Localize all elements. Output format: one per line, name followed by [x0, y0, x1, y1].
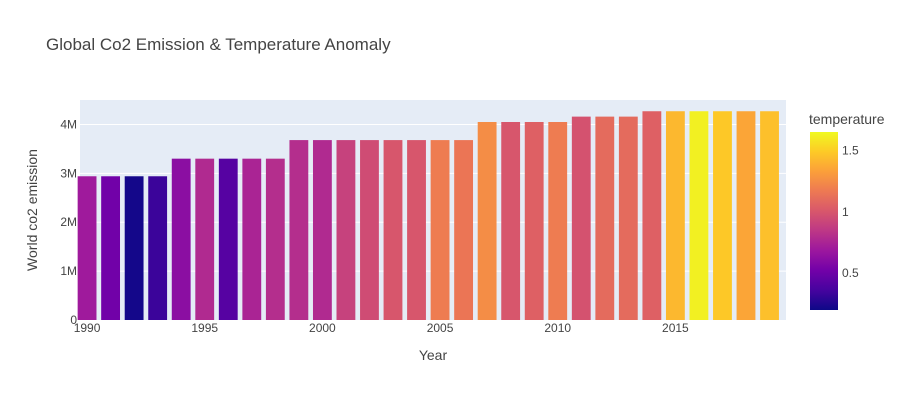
- bar-1990: [77, 176, 97, 320]
- bar-2015: [665, 111, 685, 321]
- bar-1995: [195, 158, 215, 320]
- bar-1999: [289, 140, 309, 320]
- bar-2017: [713, 111, 732, 321]
- bar-2014: [642, 111, 662, 321]
- bar-2012: [595, 116, 615, 321]
- bar-1992: [124, 176, 144, 320]
- bar-2010: [548, 122, 568, 320]
- colorbar-tick-label: 1.5: [842, 143, 859, 157]
- bar-1996: [218, 158, 238, 320]
- bar-2000: [312, 140, 332, 320]
- y-tick-label: 2M: [60, 215, 77, 229]
- bar-1991: [101, 176, 121, 320]
- colorbar-ticks: 0.5 1 1.5: [842, 143, 859, 280]
- bars: [77, 111, 779, 321]
- y-tick-label: 4M: [60, 117, 77, 131]
- bar-2018: [736, 111, 756, 321]
- bar-2001: [336, 140, 356, 320]
- x-tick-label: 2005: [427, 321, 454, 335]
- bar-1997: [242, 158, 262, 320]
- bar-2007: [477, 122, 497, 320]
- colorbar: [810, 132, 838, 310]
- x-tick-label: 1990: [74, 321, 101, 335]
- bar-2019: [760, 111, 779, 321]
- bar-2013: [618, 116, 638, 321]
- chart-title: Global Co2 Emission & Temperature Anomal…: [46, 35, 391, 54]
- x-axis-title: Year: [419, 347, 448, 363]
- bar-2004: [407, 140, 426, 320]
- bar-2005: [430, 140, 450, 320]
- x-tick-label: 2000: [309, 321, 336, 335]
- bar-2002: [360, 140, 379, 320]
- bar-2011: [571, 116, 591, 321]
- colorbar-title: temperature: [809, 111, 885, 127]
- y-tick-label: 3M: [60, 166, 77, 180]
- colorbar-tick-label: 0.5: [842, 266, 859, 280]
- bar-1994: [171, 158, 191, 320]
- x-tick-label: 1995: [191, 321, 218, 335]
- y-tick-label: 1M: [60, 264, 77, 278]
- bar-1993: [148, 176, 168, 320]
- bar-1998: [265, 158, 285, 320]
- x-tick-label: 2010: [544, 321, 571, 335]
- bar-2009: [524, 122, 544, 320]
- y-tick-label: 0: [70, 313, 77, 327]
- bar-2008: [501, 122, 521, 320]
- bar-2006: [454, 140, 474, 320]
- colorbar-tick-label: 1: [842, 205, 849, 219]
- x-axis-ticks: 1990 1995 2000 2005 2010 2015: [74, 321, 689, 335]
- x-tick-label: 2015: [662, 321, 689, 335]
- bar-2016: [689, 111, 709, 321]
- bar-2003: [383, 140, 403, 320]
- y-axis-ticks: 0 1M 2M 3M 4M: [60, 117, 77, 327]
- y-axis-title: World co2 emission: [24, 149, 40, 271]
